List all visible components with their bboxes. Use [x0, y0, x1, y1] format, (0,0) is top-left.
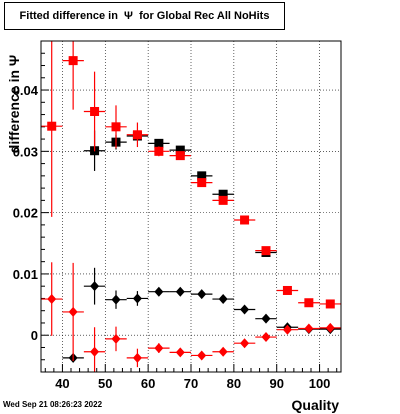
marker-diamond-s3-p2 — [90, 346, 100, 357]
x-tick-label-60: 60 — [141, 376, 155, 391]
marker-diamond-s3-p7 — [197, 350, 207, 361]
marker-square-s1-p0 — [47, 121, 57, 131]
y-axis-title-box: difference in Ψ — [6, 44, 22, 164]
marker-square-s0-p3 — [154, 138, 164, 148]
timestamp-footer: Wed Sep 21 08:26:23 2022 — [3, 400, 103, 409]
marker-square-s1-p7 — [197, 178, 207, 188]
marker-diamond-s3-p11 — [282, 324, 292, 335]
marker-diamond-s2-p6 — [197, 289, 207, 300]
marker-square-s0-p5 — [197, 171, 207, 181]
marker-square-s1-p11 — [282, 285, 292, 295]
marker-square-s1-p9 — [240, 215, 250, 225]
marker-square-s1-p4 — [132, 130, 142, 140]
y-tick-label-0: 0 — [31, 328, 38, 343]
title-box: Fitted difference in Ψ for Global Rec Al… — [4, 2, 285, 30]
marker-diamond-s3-p0 — [47, 294, 57, 305]
marker-square-s0-p6 — [218, 189, 228, 199]
y-axis-title: difference in Ψ — [6, 54, 22, 154]
marker-square-s1-p1 — [68, 56, 78, 66]
y-tick-label-2: 0.02 — [13, 206, 38, 221]
x-tick-label-40: 40 — [55, 376, 69, 391]
marker-diamond-s2-p9 — [261, 313, 271, 324]
marker-square-s1-p3 — [111, 122, 121, 132]
y-tick-label-4: 0.04 — [13, 83, 39, 98]
marker-diamond-s2-p2 — [111, 294, 121, 305]
marker-square-s1-p5 — [154, 146, 164, 156]
y-tick-label-1: 0.01 — [13, 267, 38, 282]
marker-diamond-s2-p5 — [175, 286, 185, 297]
plot-frame — [40, 40, 342, 373]
marker-diamond-s2-p8 — [240, 304, 250, 315]
marker-square-s1-p2 — [90, 106, 100, 116]
marker-diamond-s2-p3 — [132, 293, 142, 304]
marker-diamond-s3-p8 — [218, 346, 228, 357]
marker-diamond-s3-p9 — [240, 338, 250, 349]
marker-square-s1-p6 — [175, 151, 185, 161]
chart-title: Fitted difference in Ψ for Global Rec Al… — [19, 10, 270, 22]
marker-diamond-s3-p10 — [261, 332, 271, 343]
marker-diamond-s3-p1 — [68, 306, 78, 317]
x-tick-label-70: 70 — [184, 376, 198, 391]
marker-diamond-s3-p6 — [175, 347, 185, 358]
x-tick-label-100: 100 — [309, 376, 331, 391]
marker-diamond-s3-p3 — [111, 333, 121, 344]
marker-diamond-s3-p13 — [325, 322, 335, 333]
x-tick-label-90: 90 — [269, 376, 283, 391]
marker-square-s1-p8 — [218, 195, 228, 205]
marker-diamond-s3-p5 — [154, 343, 164, 354]
marker-diamond-s3-p12 — [304, 323, 314, 334]
marker-diamond-s2-p1 — [90, 281, 100, 292]
marker-square-s1-p10 — [261, 246, 271, 256]
marker-square-s1-p12 — [304, 298, 314, 308]
marker-diamond-s2-p4 — [154, 286, 164, 297]
x-tick-label-80: 80 — [227, 376, 241, 391]
x-tick-label-50: 50 — [98, 376, 112, 391]
marker-diamond-s2-p7 — [218, 294, 228, 305]
marker-diamond-s3-p4 — [132, 352, 142, 363]
y-tick-label-3: 0.03 — [13, 144, 38, 159]
marker-square-s0-p4 — [175, 145, 185, 155]
x-axis-title: Quality — [291, 397, 339, 413]
marker-square-s1-p13 — [325, 299, 335, 309]
